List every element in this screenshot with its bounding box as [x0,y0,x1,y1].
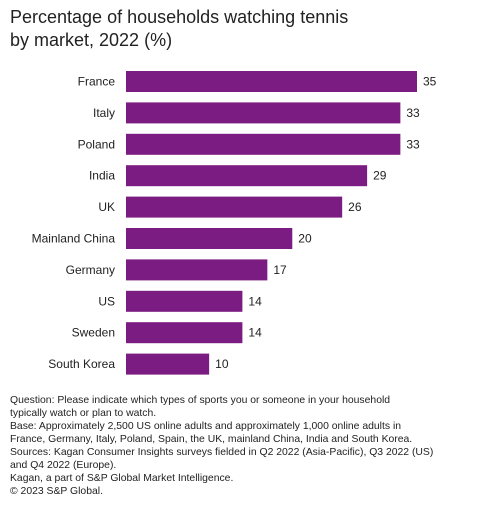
category-label: UK [98,200,115,214]
category-label: South Korea [48,357,115,371]
data-label: 10 [215,357,229,371]
category-label: Poland [78,137,115,151]
data-label: 35 [423,75,437,89]
category-label: Germany [66,263,115,277]
data-label: 20 [298,232,312,246]
footnote-line: Sources: Kagan Consumer Insights surveys… [10,447,434,458]
footnote-line: Base: Approximately 2,500 US online adul… [10,421,402,432]
footnote-line: typically watch or plan to watch. [10,408,157,419]
bar-chart: France 35 Italy 33 Poland 33 India 29 UK 26 Mainla… [32,71,437,375]
bar [126,133,401,155]
footnote-line: and Q4 2022 (Europe). [10,460,117,471]
category-label: India [89,169,115,183]
data-label: 26 [348,200,362,214]
bar [126,102,401,124]
category-label: France [78,75,116,89]
bar [126,228,293,249]
bar [126,322,243,344]
footnotes: Question: Please indicate which types of… [10,394,482,498]
bar [126,353,210,375]
footnote-line: France, Germany, Italy, Poland, Spain, t… [10,434,413,445]
bar [126,71,417,92]
data-label: 33 [406,106,420,120]
category-label: US [98,294,115,308]
footnote-line: Question: Please indicate which types of… [10,395,391,406]
category-label: Italy [93,106,115,120]
category-label: Mainland China [32,232,116,246]
data-label: 17 [273,263,287,277]
category-label: Sweden [72,326,115,340]
data-label: 14 [248,294,262,308]
bar [126,165,368,187]
bar [126,290,243,312]
footnote-line: © 2023 S&P Global. [10,486,103,497]
chart-title: Percentage of households watching tennis… [10,6,480,52]
data-label: 14 [248,326,262,340]
bar [126,259,268,281]
bar [126,196,343,218]
chart-title-line-2: by market, 2022 (%) [10,30,173,50]
footnote-line: Kagan, a part of S&P Global Market Intel… [10,473,234,484]
data-label: 29 [373,169,387,183]
chart-title-line-1: Percentage of households watching tennis [10,7,349,27]
data-label: 33 [406,137,420,151]
